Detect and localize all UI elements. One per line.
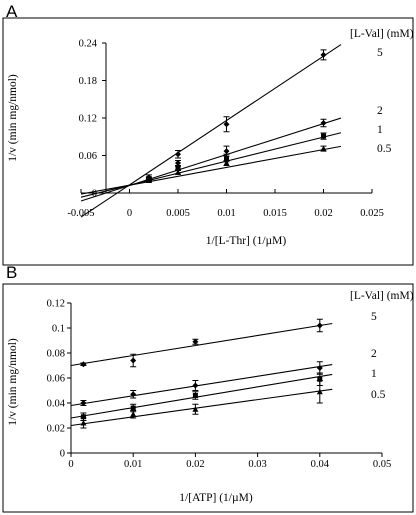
- panel-b-series-0_5-fit-line: [70, 388, 333, 427]
- panel-b-y-tick-label: 0.06: [47, 374, 65, 385]
- panel-b-data-point: [130, 405, 136, 411]
- panel-a-data-point: [175, 151, 181, 158]
- panel-b-series-5-fit-line: [70, 322, 333, 367]
- panel-a-series-label: 0.5: [377, 143, 392, 155]
- panel-b-x-tick-label: 0.01: [124, 459, 142, 470]
- panel-b-x-tick-label: 0.05: [373, 459, 391, 470]
- panel-b-x-tick-label: 0: [68, 459, 73, 470]
- panel-b-y-tick-label: 0.1: [52, 324, 65, 335]
- panel-a-x-tick-label: 0.005: [166, 208, 190, 219]
- panel-a-xlabel: 1/[L-Thr] (1/µM): [206, 235, 287, 247]
- panel-b-letter: B: [6, 263, 17, 282]
- panel-b-frame: [2, 283, 414, 513]
- panel-a-data-point: [223, 148, 230, 155]
- panel-a-x-tick-label: 0.015: [263, 208, 287, 219]
- panel-a-x-tick-label: 0.025: [360, 208, 384, 219]
- panel-a-series-1-fit-line: [80, 132, 342, 198]
- panel-a-letter: A: [6, 2, 18, 21]
- panel-b-data-point: [316, 365, 323, 371]
- panel-b-y-tick-label: 0.08: [47, 349, 65, 360]
- panel-b-xlabel: 1/[ATP] (1/µM): [179, 492, 253, 504]
- panel-a-data-point: [321, 133, 326, 139]
- panel-b-y-tick-label: 0.12: [47, 299, 65, 310]
- panel-b-series-label: 0.5: [371, 389, 386, 401]
- panel-b-x-tick-label: 0.03: [248, 459, 266, 470]
- panel-a-data-point: [223, 160, 230, 166]
- panel-a-data-point: [175, 169, 181, 175]
- panel-b-series-label: 5: [371, 311, 377, 323]
- panel-b-data-point: [80, 400, 87, 406]
- panel-b-data-point: [192, 338, 199, 345]
- panel-a-data-point: [320, 120, 327, 126]
- panel-a-data-point: [175, 160, 181, 166]
- panel-b-ylabel: 1/v (min mg/nmol): [7, 338, 19, 426]
- panel-b-chart: [L-Val] (mM) 1/[ATP] (1/µM) 1/v (min mg/…: [7, 290, 414, 504]
- panel-a-y-tick-label: 0.06: [79, 151, 97, 162]
- panel-b-data-point: [192, 393, 198, 398]
- panel-a-frame: [2, 17, 414, 266]
- panel-b-data-point: [316, 322, 323, 329]
- panel-a-series-label: 1: [377, 124, 383, 136]
- panel-a-data-point: [320, 145, 327, 152]
- panel-a-series-0_5-fit-line: [80, 145, 342, 195]
- panel-a-series-label: 2: [377, 105, 383, 117]
- panel-b-series-label: 1: [371, 368, 377, 380]
- panel-b-y-tick-label: 0: [60, 449, 65, 460]
- panel-b-data-point: [192, 406, 199, 412]
- panel-a-y-tick-label: 0.24: [79, 39, 98, 50]
- panel-a-series-2-fit-line: [80, 117, 342, 202]
- panel-b-x-tick-label: 0.02: [186, 459, 204, 470]
- panel-a-x-tick-label: -0.005: [67, 208, 94, 219]
- panel-a-legend-title: [L-Val] (mM): [350, 28, 414, 40]
- panel-b-data-point: [80, 361, 87, 368]
- panel-a-y-tick-label: 0.18: [79, 76, 97, 87]
- panel-a-x-tick-label: 0: [127, 208, 132, 219]
- panel-b-legend-title: [L-Val] (mM): [350, 290, 414, 302]
- panel-b-series-2-fit-line: [70, 364, 333, 407]
- panel-a-data-point: [145, 177, 152, 183]
- panel-b-data-point: [192, 382, 199, 389]
- panel-b-series-label: 2: [371, 348, 377, 360]
- panel-b-data-point: [130, 411, 137, 417]
- panel-a-x-tick-label: 0.01: [217, 208, 235, 219]
- panel-a-chart: [L-Val] (mM) 1/[L-Thr] (1/µM) 1/v (min m…: [7, 28, 414, 247]
- panel-b-data-point: [80, 420, 87, 426]
- panel-a-y-tick-label: 0.12: [79, 114, 97, 125]
- panel-b-data-point: [130, 391, 137, 398]
- panel-a-data-point: [224, 155, 229, 161]
- panel-a-data-point: [223, 121, 230, 128]
- panel-b-data-point: [316, 388, 323, 395]
- panel-b-y-tick-label: 0.02: [47, 424, 65, 435]
- panel-a-data-point: [320, 51, 327, 58]
- panel-a-x-tick-label: 0.02: [314, 208, 332, 219]
- panel-a-ylabel: 1/v (min mg/nmol): [7, 74, 19, 162]
- panel-b-x-tick-label: 0.04: [311, 459, 330, 470]
- panel-a-series-5-fit-line: [80, 44, 342, 218]
- panel-b-series-1-fit-line: [70, 373, 333, 419]
- panel-b-y-tick-label: 0.04: [47, 399, 66, 410]
- panel-a-data-point: [175, 165, 181, 171]
- panel-b-data-point: [130, 357, 137, 364]
- panel-a-series-label: 5: [377, 47, 383, 59]
